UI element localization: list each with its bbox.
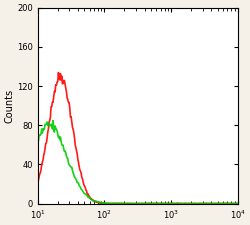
Y-axis label: Counts: Counts	[4, 89, 14, 123]
